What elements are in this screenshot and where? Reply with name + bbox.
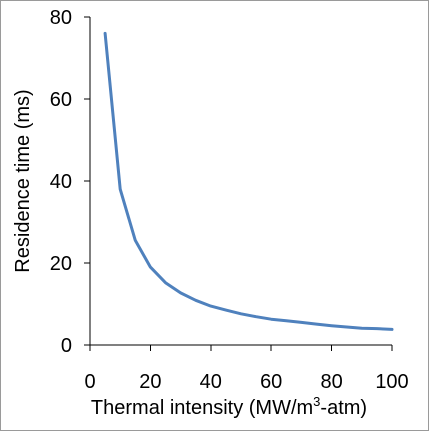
x-axis-ticks: 0 20 40 60 80 100 — [84, 345, 409, 393]
x-axis-title-tail: -atm) — [320, 397, 367, 419]
y-tick-label: 40 — [50, 171, 72, 193]
y-axis-title: Residence time (ms) — [12, 89, 34, 272]
x-tick-label: 20 — [139, 371, 161, 393]
x-axis-title-main: Thermal intensity (MW/m — [91, 397, 313, 419]
series-line-0 — [103, 31, 394, 331]
y-axis-ticks: 0 20 40 60 80 — [50, 7, 90, 357]
x-tick-label: 40 — [200, 371, 222, 393]
x-tick-label: 60 — [260, 371, 282, 393]
x-tick-label: 80 — [320, 371, 342, 393]
x-tick-label: 0 — [84, 371, 95, 393]
y-tick-label: 0 — [61, 335, 72, 357]
x-tick-label: 100 — [375, 371, 408, 393]
y-tick-label: 80 — [50, 7, 72, 29]
y-tick-label: 60 — [50, 89, 72, 111]
y-tick-label: 20 — [50, 253, 72, 275]
x-axis-title-superscript: 3 — [313, 394, 320, 409]
series-layer — [103, 31, 394, 331]
x-axis-title: Thermal intensity (MW/m3-atm) — [91, 394, 367, 419]
